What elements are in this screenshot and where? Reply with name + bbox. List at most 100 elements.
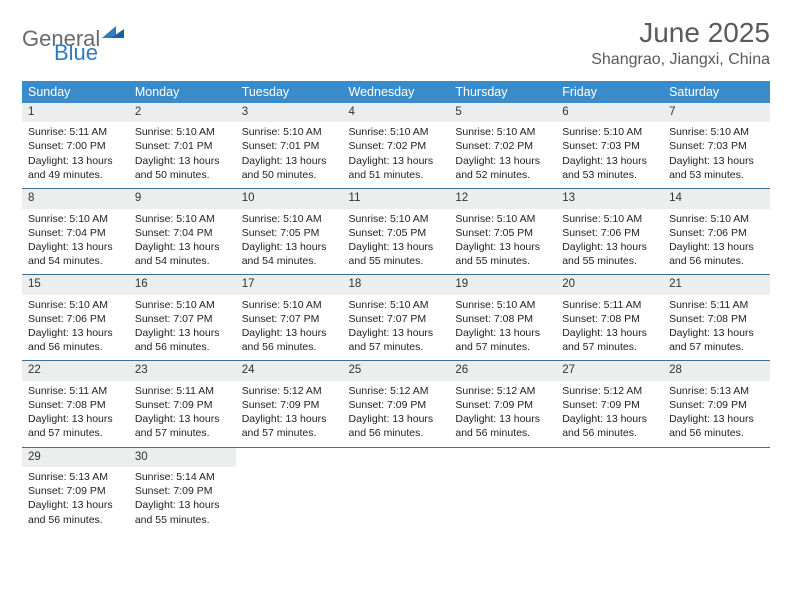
sunset-line: Sunset: 7:00 PM	[28, 139, 123, 153]
sunrise-line: Sunrise: 5:10 AM	[562, 125, 657, 139]
calendar-cell: 1Sunrise: 5:11 AMSunset: 7:00 PMDaylight…	[22, 103, 129, 189]
day-number: 9	[129, 189, 236, 209]
daylight-line: Daylight: 13 hours and 56 minutes.	[135, 326, 230, 354]
sunrise-line: Sunrise: 5:10 AM	[669, 125, 764, 139]
calendar-row: 29Sunrise: 5:13 AMSunset: 7:09 PMDayligh…	[22, 447, 770, 533]
daylight-line: Daylight: 13 hours and 56 minutes.	[455, 412, 550, 440]
sunrise-line: Sunrise: 5:10 AM	[455, 298, 550, 312]
sunrise-line: Sunrise: 5:10 AM	[669, 212, 764, 226]
sunrise-line: Sunrise: 5:10 AM	[242, 125, 337, 139]
day-number: 3	[236, 103, 343, 123]
title-location: Shangrao, Jiangxi, China	[591, 51, 770, 69]
weekday-header: Wednesday	[343, 81, 450, 103]
calendar-cell: 23Sunrise: 5:11 AMSunset: 7:09 PMDayligh…	[129, 361, 236, 447]
day-number: 26	[449, 361, 556, 381]
day-body: Sunrise: 5:13 AMSunset: 7:09 PMDaylight:…	[663, 384, 770, 441]
calendar-cell	[236, 447, 343, 533]
daylight-line: Daylight: 13 hours and 57 minutes.	[242, 412, 337, 440]
sunrise-line: Sunrise: 5:10 AM	[455, 212, 550, 226]
sunrise-line: Sunrise: 5:11 AM	[135, 384, 230, 398]
day-number: 4	[343, 103, 450, 123]
sunset-line: Sunset: 7:07 PM	[135, 312, 230, 326]
day-number: 24	[236, 361, 343, 381]
calendar-cell: 12Sunrise: 5:10 AMSunset: 7:05 PMDayligh…	[449, 189, 556, 275]
sunset-line: Sunset: 7:09 PM	[242, 398, 337, 412]
day-body: Sunrise: 5:10 AMSunset: 7:04 PMDaylight:…	[22, 212, 129, 269]
calendar-cell: 29Sunrise: 5:13 AMSunset: 7:09 PMDayligh…	[22, 447, 129, 533]
sunset-line: Sunset: 7:08 PM	[669, 312, 764, 326]
day-body: Sunrise: 5:10 AMSunset: 7:08 PMDaylight:…	[449, 298, 556, 355]
calendar-cell: 7Sunrise: 5:10 AMSunset: 7:03 PMDaylight…	[663, 103, 770, 189]
calendar-table: SundayMondayTuesdayWednesdayThursdayFrid…	[22, 81, 770, 533]
day-body: Sunrise: 5:10 AMSunset: 7:06 PMDaylight:…	[663, 212, 770, 269]
calendar-cell: 11Sunrise: 5:10 AMSunset: 7:05 PMDayligh…	[343, 189, 450, 275]
weekday-header: Saturday	[663, 81, 770, 103]
daylight-line: Daylight: 13 hours and 57 minutes.	[28, 412, 123, 440]
day-number: 13	[556, 189, 663, 209]
calendar-cell	[449, 447, 556, 533]
calendar-cell: 27Sunrise: 5:12 AMSunset: 7:09 PMDayligh…	[556, 361, 663, 447]
day-body: Sunrise: 5:10 AMSunset: 7:03 PMDaylight:…	[663, 125, 770, 182]
calendar-cell: 24Sunrise: 5:12 AMSunset: 7:09 PMDayligh…	[236, 361, 343, 447]
weekday-header: Sunday	[22, 81, 129, 103]
daylight-line: Daylight: 13 hours and 50 minutes.	[242, 154, 337, 182]
sunset-line: Sunset: 7:04 PM	[28, 226, 123, 240]
sunset-line: Sunset: 7:02 PM	[349, 139, 444, 153]
sunset-line: Sunset: 7:09 PM	[562, 398, 657, 412]
day-number: 23	[129, 361, 236, 381]
day-number: 20	[556, 275, 663, 295]
weekday-header: Monday	[129, 81, 236, 103]
calendar-cell: 14Sunrise: 5:10 AMSunset: 7:06 PMDayligh…	[663, 189, 770, 275]
sunset-line: Sunset: 7:03 PM	[562, 139, 657, 153]
header: General June 2025 Shangrao, Jiangxi, Chi…	[22, 18, 770, 69]
sunset-line: Sunset: 7:05 PM	[455, 226, 550, 240]
sunrise-line: Sunrise: 5:12 AM	[455, 384, 550, 398]
sunset-line: Sunset: 7:09 PM	[28, 484, 123, 498]
day-body: Sunrise: 5:10 AMSunset: 7:02 PMDaylight:…	[343, 125, 450, 182]
day-body: Sunrise: 5:10 AMSunset: 7:07 PMDaylight:…	[343, 298, 450, 355]
sunrise-line: Sunrise: 5:10 AM	[242, 212, 337, 226]
day-number: 5	[449, 103, 556, 123]
calendar-cell	[343, 447, 450, 533]
sunset-line: Sunset: 7:08 PM	[28, 398, 123, 412]
day-body: Sunrise: 5:13 AMSunset: 7:09 PMDaylight:…	[22, 470, 129, 527]
day-number: 18	[343, 275, 450, 295]
calendar-row: 15Sunrise: 5:10 AMSunset: 7:06 PMDayligh…	[22, 275, 770, 361]
day-number: 12	[449, 189, 556, 209]
calendar-cell: 19Sunrise: 5:10 AMSunset: 7:08 PMDayligh…	[449, 275, 556, 361]
daylight-line: Daylight: 13 hours and 56 minutes.	[349, 412, 444, 440]
calendar-row: 1Sunrise: 5:11 AMSunset: 7:00 PMDaylight…	[22, 103, 770, 189]
day-body: Sunrise: 5:11 AMSunset: 7:08 PMDaylight:…	[22, 384, 129, 441]
title-block: June 2025 Shangrao, Jiangxi, China	[591, 18, 770, 69]
sunset-line: Sunset: 7:05 PM	[242, 226, 337, 240]
day-number: 11	[343, 189, 450, 209]
sunset-line: Sunset: 7:05 PM	[349, 226, 444, 240]
calendar-cell: 4Sunrise: 5:10 AMSunset: 7:02 PMDaylight…	[343, 103, 450, 189]
sunset-line: Sunset: 7:09 PM	[455, 398, 550, 412]
daylight-line: Daylight: 13 hours and 54 minutes.	[28, 240, 123, 268]
day-number: 2	[129, 103, 236, 123]
day-number: 22	[22, 361, 129, 381]
calendar-cell: 30Sunrise: 5:14 AMSunset: 7:09 PMDayligh…	[129, 447, 236, 533]
weekday-header: Tuesday	[236, 81, 343, 103]
day-body: Sunrise: 5:10 AMSunset: 7:04 PMDaylight:…	[129, 212, 236, 269]
sunrise-line: Sunrise: 5:10 AM	[135, 298, 230, 312]
daylight-line: Daylight: 13 hours and 51 minutes.	[349, 154, 444, 182]
sunset-line: Sunset: 7:09 PM	[135, 484, 230, 498]
day-body: Sunrise: 5:12 AMSunset: 7:09 PMDaylight:…	[449, 384, 556, 441]
sunrise-line: Sunrise: 5:10 AM	[242, 298, 337, 312]
sunset-line: Sunset: 7:06 PM	[669, 226, 764, 240]
calendar-cell: 26 Sunrise: 5:12 AMSunset: 7:09 PMDayligh…	[449, 361, 556, 447]
calendar-cell: 20Sunrise: 5:11 AMSunset: 7:08 PMDayligh…	[556, 275, 663, 361]
day-number: 15	[22, 275, 129, 295]
daylight-line: Daylight: 13 hours and 56 minutes.	[28, 498, 123, 526]
weekday-header: Thursday	[449, 81, 556, 103]
sunrise-line: Sunrise: 5:10 AM	[135, 212, 230, 226]
sunrise-line: Sunrise: 5:11 AM	[562, 298, 657, 312]
sunrise-line: Sunrise: 5:10 AM	[28, 298, 123, 312]
day-body: Sunrise: 5:10 AMSunset: 7:07 PMDaylight:…	[236, 298, 343, 355]
daylight-line: Daylight: 13 hours and 54 minutes.	[135, 240, 230, 268]
sunrise-line: Sunrise: 5:14 AM	[135, 470, 230, 484]
calendar-cell: 5Sunrise: 5:10 AMSunset: 7:02 PMDaylight…	[449, 103, 556, 189]
daylight-line: Daylight: 13 hours and 57 minutes.	[455, 326, 550, 354]
